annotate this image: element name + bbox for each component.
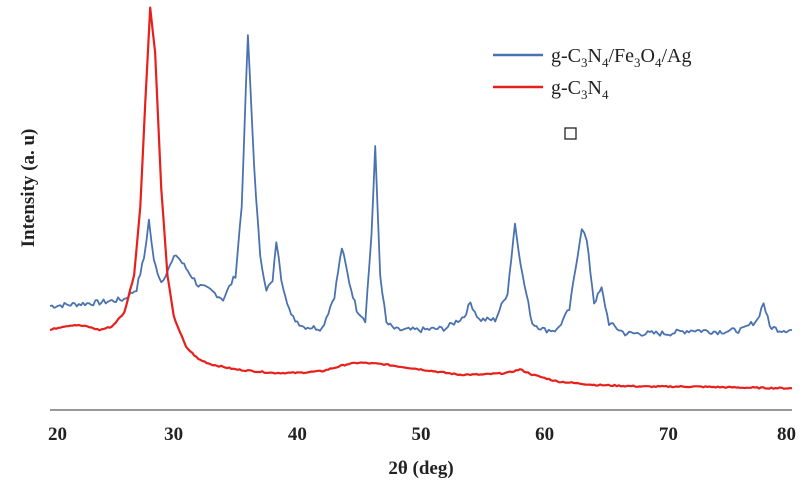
legend-label-gcn: g-C3N4 — [551, 77, 609, 102]
y-axis-label: Intensity (a. u) — [18, 129, 39, 248]
x-tick-label-80: 80 — [777, 424, 796, 445]
x-tick-label-70: 70 — [659, 424, 678, 445]
legend-label-composite: g-C3N4/Fe3O4/Ag — [551, 45, 691, 70]
x-tick-label-20: 20 — [48, 424, 67, 445]
x-tick-label-30: 30 — [164, 424, 183, 445]
x-tick-label-50: 50 — [412, 424, 431, 445]
square-marker — [565, 128, 576, 139]
x-axis-label: 2θ (deg) — [388, 458, 453, 479]
x-tick-labels: 20 30 40 50 60 70 80 — [48, 424, 796, 445]
legend: g-C3N4/Fe3O4/Ag g-C3N4 — [493, 45, 691, 102]
x-tick-label-40: 40 — [288, 424, 307, 445]
x-tick-label-60: 60 — [535, 424, 554, 445]
